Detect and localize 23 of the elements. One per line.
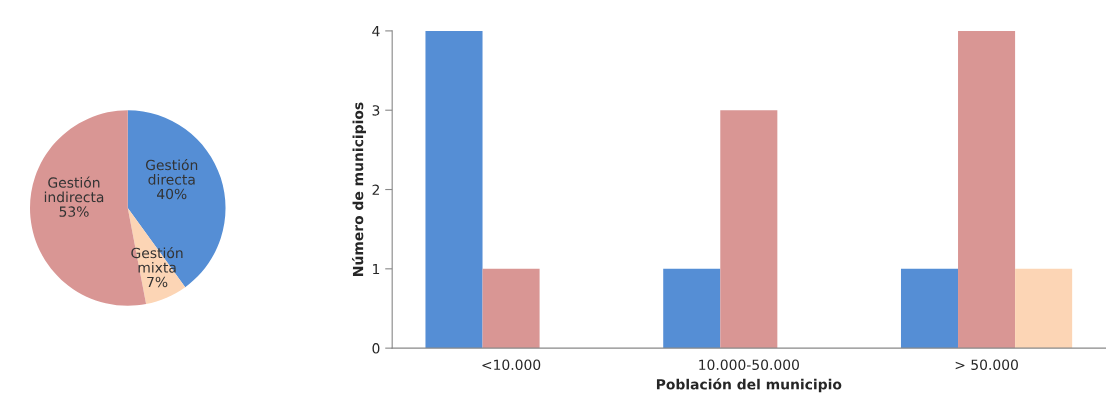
x-axis-title: Población del municipio bbox=[656, 378, 842, 393]
y-tick-label: 2 bbox=[372, 184, 379, 195]
x-tick-label: 10.000-50.000 bbox=[699, 359, 799, 370]
data-label: 40% bbox=[157, 188, 187, 200]
bar bbox=[720, 110, 778, 349]
pie-slice bbox=[127, 110, 226, 288]
bar bbox=[425, 30, 483, 349]
y-tick-label: 3 bbox=[372, 105, 380, 116]
y-axis-title: Número de municipios bbox=[351, 102, 366, 276]
slice-label: Gestión directa bbox=[145, 158, 198, 185]
bar bbox=[958, 30, 1016, 349]
x-tick-label: <10.000 bbox=[482, 359, 541, 370]
x-tick-label: > 50.000 bbox=[955, 359, 1018, 370]
bar bbox=[482, 268, 540, 349]
slice-label: Gestión indirecta bbox=[44, 176, 104, 203]
y-tick-label: 4 bbox=[372, 26, 380, 37]
data-label: 53% bbox=[59, 206, 89, 217]
data-label: 7% bbox=[147, 276, 168, 288]
y-tick-label: 1 bbox=[373, 263, 380, 275]
y-tick-label: 0 bbox=[372, 343, 380, 354]
bar bbox=[900, 268, 959, 349]
bar bbox=[1015, 268, 1073, 349]
bar bbox=[663, 268, 721, 349]
